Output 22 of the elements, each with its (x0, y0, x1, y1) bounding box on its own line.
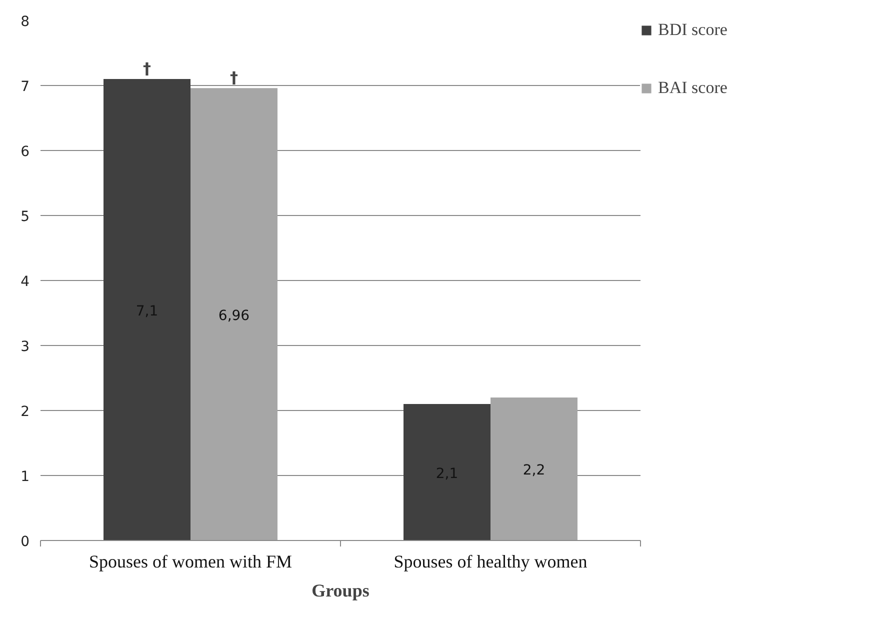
bar (190, 88, 278, 540)
annotation: † (143, 59, 151, 78)
data-label: 2,2 (522, 462, 546, 478)
annotation: † (230, 68, 238, 88)
y-tick-label: 6 (20, 144, 30, 160)
y-tick-label: 4 (20, 274, 30, 290)
y-tick-label: 7 (20, 79, 30, 95)
bar (404, 404, 490, 540)
y-tick-label: 3 (20, 339, 30, 355)
y-tick-label: 2 (20, 404, 30, 420)
bar (104, 79, 190, 540)
y-tick-label: 1 (20, 469, 30, 485)
legend-label: BDI score (658, 20, 728, 40)
data-label: 6,96 (218, 308, 250, 324)
y-tick-label: 8 (20, 14, 30, 30)
x-tick-label: Spouses of women with FM (88, 552, 292, 572)
x-axis-title: Groups (312, 580, 370, 600)
y-tick-label: 5 (20, 209, 30, 225)
y-tick-label: 0 (20, 534, 30, 550)
legend-label: BAI score (658, 78, 728, 98)
x-tick-label: Spouses of healthy women (394, 552, 588, 572)
bar (490, 398, 578, 540)
